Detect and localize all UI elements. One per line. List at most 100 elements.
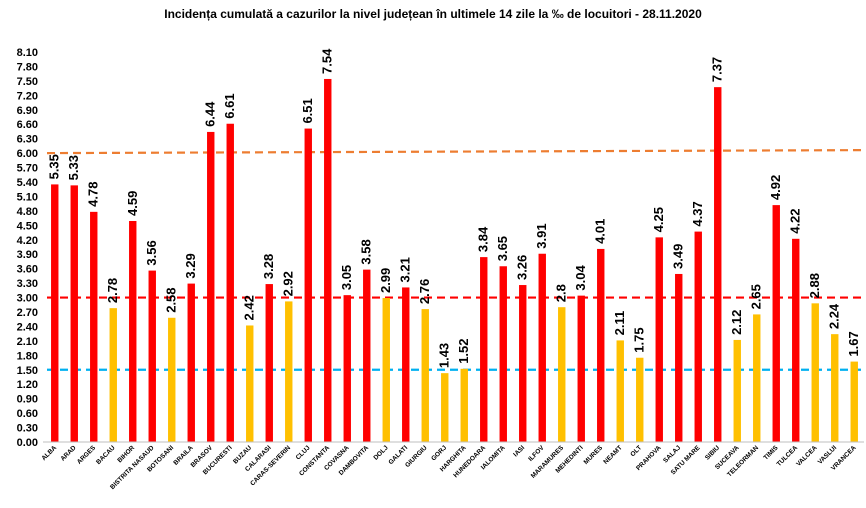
bar xyxy=(421,309,429,442)
data-label: 2.78 xyxy=(105,278,120,303)
data-label: 2.99 xyxy=(378,268,393,293)
bar xyxy=(441,373,449,442)
y-tick-label: 3.00 xyxy=(17,293,38,305)
data-label: 1.43 xyxy=(437,343,452,368)
bar xyxy=(772,205,780,442)
data-label: 3.56 xyxy=(144,240,159,265)
y-tick-label: 0.00 xyxy=(17,437,38,449)
y-tick-label: 4.20 xyxy=(17,235,38,247)
y-tick-label: 3.90 xyxy=(17,249,38,261)
bar xyxy=(714,87,722,443)
data-label: 3.05 xyxy=(339,265,354,290)
bars xyxy=(51,78,858,443)
data-label: 3.28 xyxy=(261,254,276,279)
y-tick-label: 0.90 xyxy=(17,394,38,406)
data-label: 6.51 xyxy=(300,98,315,123)
bar xyxy=(480,257,488,442)
bar xyxy=(831,334,839,442)
data-label: 3.29 xyxy=(183,253,198,278)
bar xyxy=(265,284,273,442)
bar xyxy=(460,368,468,442)
y-tick-label: 4.80 xyxy=(17,206,38,218)
bar xyxy=(519,285,527,442)
data-label: 3.26 xyxy=(515,255,530,280)
bar xyxy=(363,269,371,442)
y-tick-label: 7.80 xyxy=(17,61,38,73)
data-label: 3.84 xyxy=(476,226,491,252)
y-tick-label: 2.40 xyxy=(17,321,38,333)
bar xyxy=(675,273,683,442)
y-tick-label: 6.30 xyxy=(17,134,38,146)
y-tick-label: 8.10 xyxy=(17,47,38,59)
data-label: 3.04 xyxy=(573,265,588,291)
y-tick-label: 5.40 xyxy=(17,177,38,189)
bar xyxy=(402,287,410,442)
y-tick-label: 0.30 xyxy=(17,423,38,435)
y-tick-label: 5.70 xyxy=(17,163,38,175)
y-tick-label: 1.50 xyxy=(17,365,38,377)
bar xyxy=(382,298,390,442)
data-label: 4.78 xyxy=(86,182,101,207)
data-label: 2.88 xyxy=(807,273,822,298)
data-label: 2.92 xyxy=(281,271,296,296)
bar xyxy=(226,123,234,443)
chart-title: Incidența cumulată a cazurilor la nivel … xyxy=(164,7,702,21)
y-tick-label: 6.60 xyxy=(17,119,38,131)
data-label: 4.37 xyxy=(690,201,705,226)
y-tick-label: 1.80 xyxy=(17,350,38,362)
bar xyxy=(636,357,644,442)
data-label: 1.67 xyxy=(846,331,861,356)
bar xyxy=(168,317,176,442)
bar xyxy=(246,325,254,442)
data-label: 2.65 xyxy=(749,284,764,309)
y-tick-label: 6.00 xyxy=(17,148,38,160)
bar xyxy=(109,308,117,442)
bar xyxy=(187,283,195,442)
y-tick-label: 7.50 xyxy=(17,76,38,88)
data-label: 2.42 xyxy=(242,295,257,320)
y-tick-label: 6.90 xyxy=(17,105,38,117)
bar xyxy=(558,307,566,442)
data-label: 4.59 xyxy=(125,191,140,216)
data-label: 3.49 xyxy=(671,244,686,269)
bar xyxy=(792,238,800,442)
bar xyxy=(577,295,585,442)
data-label: 3.21 xyxy=(398,257,413,282)
data-label: 2.8 xyxy=(554,284,569,302)
data-label: 3.65 xyxy=(495,236,510,261)
bar xyxy=(850,361,858,442)
bar xyxy=(148,270,156,442)
data-label: 6.44 xyxy=(203,101,218,127)
data-label: 4.01 xyxy=(593,219,608,244)
bar xyxy=(324,78,332,443)
bar xyxy=(655,237,663,442)
bar xyxy=(51,184,59,442)
data-label: 2.12 xyxy=(729,310,744,335)
data-label: 5.33 xyxy=(66,155,81,180)
data-label: 3.58 xyxy=(359,239,374,264)
y-tick-label: 2.70 xyxy=(17,307,38,319)
bar xyxy=(538,253,546,442)
data-label: 2.24 xyxy=(827,303,842,329)
data-label: 4.92 xyxy=(768,175,783,200)
y-tick-label: 3.30 xyxy=(17,278,38,290)
bar xyxy=(343,295,351,442)
bar xyxy=(753,314,761,442)
data-label: 1.75 xyxy=(632,327,647,352)
data-label: 7.54 xyxy=(320,48,335,74)
bar xyxy=(811,303,819,442)
y-tick-label: 3.60 xyxy=(17,264,38,276)
y-tick-label: 2.10 xyxy=(17,336,38,348)
bar xyxy=(616,340,624,442)
data-label: 2.11 xyxy=(612,311,627,336)
data-label: 3.91 xyxy=(534,223,549,248)
bar xyxy=(207,131,215,442)
bar xyxy=(304,128,312,442)
bar xyxy=(499,266,507,442)
data-label: 6.61 xyxy=(222,93,237,118)
bar xyxy=(285,301,293,442)
bar xyxy=(70,185,78,442)
y-tick-label: 0.60 xyxy=(17,408,38,420)
data-label: 4.25 xyxy=(651,207,666,232)
